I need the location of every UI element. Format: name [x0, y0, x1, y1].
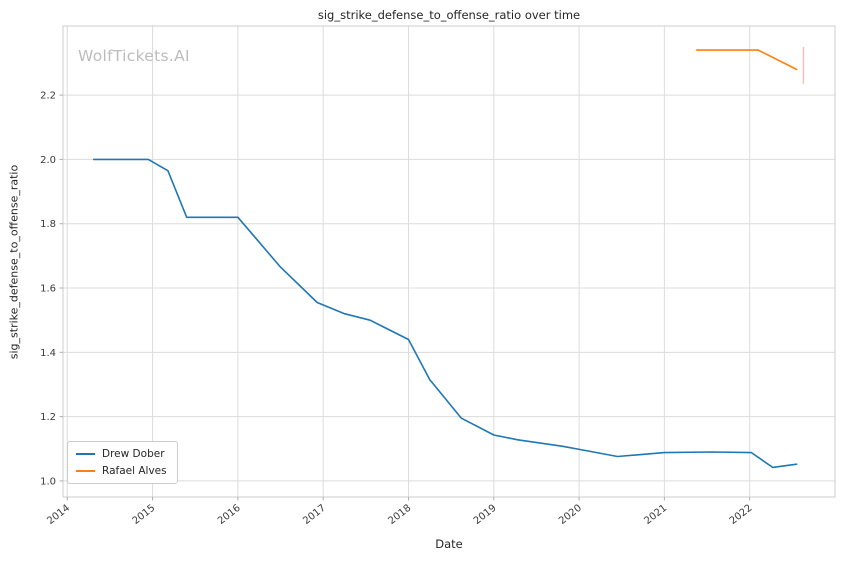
- tick-label-x: 2022: [728, 503, 755, 527]
- legend: Drew Dober Rafael Alves: [67, 441, 178, 484]
- tick-label-x: 2021: [642, 503, 669, 527]
- legend-item-rafael-alves: Rafael Alves: [76, 465, 167, 477]
- tick-label-x: 2015: [131, 503, 158, 527]
- plot-frame: [62, 25, 836, 498]
- series-line-rafael-alves: [695, 49, 798, 71]
- tick-label-y: 1.0: [40, 476, 56, 487]
- legend-label: Rafael Alves: [102, 465, 167, 477]
- legend-line-icon: [76, 470, 95, 472]
- tick-label-x: 2018: [386, 503, 413, 527]
- chart-title: sig_strike_defense_to_offense_ratio over…: [317, 8, 581, 22]
- tick-label-x: 2019: [472, 503, 499, 527]
- tick-label-y: 1.6: [40, 284, 56, 295]
- tick-label-x: 2020: [557, 503, 584, 527]
- tick-label-x: 2017: [301, 503, 328, 527]
- tick-label-y: 1.4: [40, 348, 56, 359]
- legend-label: Drew Dober: [102, 448, 165, 460]
- y-axis-label: sig_strike_defense_to_offense_ratio: [7, 164, 21, 360]
- x-axis-label: Date: [435, 537, 463, 551]
- tick-label-y: 1.2: [40, 412, 56, 423]
- tick-label-x: 2016: [216, 503, 243, 527]
- watermark: WolfTickets.AI: [78, 47, 190, 65]
- tick-label-y: 1.8: [40, 219, 56, 230]
- tick-label-y: 2.0: [40, 155, 56, 166]
- tick-label-y: 2.2: [40, 91, 56, 102]
- series-line-drew-dober: [92, 158, 798, 469]
- legend-line-icon: [76, 453, 95, 455]
- tick-label-x: 2014: [45, 503, 72, 527]
- legend-item-drew-dober: Drew Dober: [76, 448, 167, 460]
